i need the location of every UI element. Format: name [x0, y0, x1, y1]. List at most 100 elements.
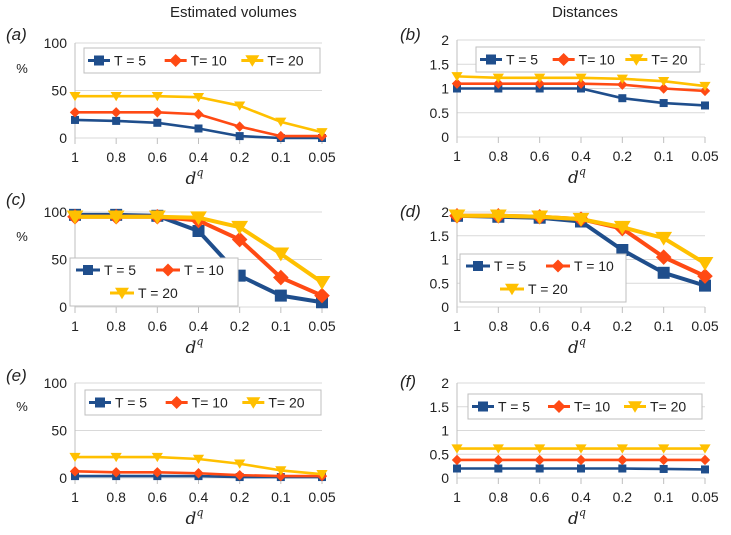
data-point — [192, 454, 205, 465]
header-distances: Distances — [552, 4, 618, 21]
legend-marker — [557, 53, 571, 66]
data-point — [699, 81, 711, 92]
data-point — [152, 467, 163, 478]
legend-marker — [94, 55, 104, 66]
x-axis-label: dq — [568, 165, 586, 188]
data-point — [148, 210, 166, 225]
legend-box — [467, 393, 703, 420]
y-tick-label: 50 — [51, 83, 67, 99]
x-axis-label: dq — [186, 166, 204, 189]
data-point — [451, 78, 463, 89]
y-tick-label: 50 — [51, 423, 67, 439]
y-tick-label: 1 — [441, 252, 449, 268]
legend-label: T= 10 — [192, 395, 228, 411]
x-tick-label: 1 — [71, 318, 79, 334]
data-point — [697, 268, 713, 284]
chart-panel-a: 0 50 100 1 0.8 0.6 0.4 0.2 0.1 0.05 dq (a)% T = 5 T= … — [6, 25, 336, 189]
data-point — [235, 132, 244, 141]
legend-label: T = 5 — [104, 262, 136, 278]
x-tick-label: 0.05 — [691, 489, 718, 505]
data-point — [193, 468, 204, 479]
data-point — [575, 78, 587, 89]
x-tick-label: 0.6 — [530, 318, 550, 334]
y-tick-label: 1.5 — [430, 228, 450, 244]
legend-label: T = 5 — [494, 258, 526, 274]
y-tick-label: 0.5 — [430, 275, 450, 291]
legend-label: T = 20 — [528, 281, 568, 297]
y-axis-label: % — [16, 229, 28, 244]
x-tick-label: 0.8 — [489, 148, 509, 164]
data-point — [69, 452, 81, 463]
data-point — [275, 466, 287, 476]
y-tick-label: 100 — [44, 375, 68, 391]
data-point — [272, 247, 290, 262]
y-tick-label: 2 — [441, 32, 449, 48]
data-point — [273, 269, 289, 286]
data-point — [192, 92, 205, 103]
data-point — [69, 92, 81, 102]
data-point — [313, 276, 331, 290]
data-point — [451, 72, 463, 82]
y-axis-label: % — [16, 61, 28, 76]
data-point — [274, 289, 287, 302]
data-point — [451, 454, 463, 466]
x-tick-label: 0.05 — [308, 149, 335, 165]
data-point — [617, 454, 628, 466]
legend-box — [83, 47, 321, 74]
x-tick-label: 0.1 — [271, 318, 291, 334]
x-tick-label: 0.4 — [571, 318, 591, 334]
legend-label: T = 10 — [574, 258, 614, 274]
legend-marker — [115, 287, 129, 300]
x-tick-label: 0.2 — [230, 318, 250, 334]
x-tick-label: 0.2 — [230, 149, 250, 165]
data-point — [107, 210, 125, 225]
x-tick-label: 0.1 — [271, 489, 291, 505]
legend-label: T= 10 — [579, 52, 615, 68]
data-point — [234, 469, 245, 481]
y-tick-label: 0 — [441, 129, 449, 145]
x-tick-label: 0.1 — [271, 149, 291, 165]
legend-marker — [505, 283, 519, 296]
y-tick-label: 100 — [44, 35, 68, 51]
data-point — [696, 257, 714, 271]
data-point — [234, 459, 246, 469]
legend-marker — [245, 55, 260, 67]
data-point — [152, 107, 163, 118]
data-point — [192, 225, 205, 237]
data-point — [275, 130, 287, 142]
x-tick-label: 0.2 — [613, 489, 633, 505]
legend-marker — [478, 401, 488, 412]
data-point — [658, 454, 669, 466]
y-tick-label: 1.5 — [430, 399, 450, 415]
legend-label: T = 10 — [184, 262, 224, 278]
data-point — [575, 73, 587, 83]
legend-label: T = 20 — [138, 285, 178, 301]
data-point — [699, 444, 711, 454]
x-tick-label: 0.6 — [148, 149, 168, 165]
x-tick-label: 0.6 — [148, 489, 168, 505]
data-point — [110, 467, 122, 478]
data-point — [655, 249, 672, 265]
legend-box — [69, 257, 239, 307]
data-point — [617, 79, 628, 90]
legend-label: T = 5 — [114, 53, 146, 69]
chart-panel-b: 0 0.5 1 1.5 2 1 0.8 0.6 0.4 0.2 0.1 0.05 dq (b) T = 5 T… — [400, 25, 719, 188]
y-tick-label: 2 — [441, 375, 449, 391]
legend-label: T= 10 — [191, 53, 227, 69]
x-tick-label: 0.6 — [530, 489, 550, 505]
x-axis-label: dq — [568, 506, 586, 529]
legend-marker — [486, 54, 496, 65]
data-point — [231, 220, 249, 235]
header-estimated-volumes: Estimated volumes — [170, 4, 297, 21]
x-tick-label: 0.1 — [654, 318, 674, 334]
data-point — [275, 470, 287, 482]
x-tick-label: 1 — [453, 318, 461, 334]
panel-label: (f) — [400, 372, 416, 391]
data-point — [658, 77, 670, 87]
data-point — [153, 118, 162, 127]
data-point — [493, 78, 504, 89]
data-point — [151, 452, 163, 463]
y-tick-label: 0 — [59, 470, 67, 486]
